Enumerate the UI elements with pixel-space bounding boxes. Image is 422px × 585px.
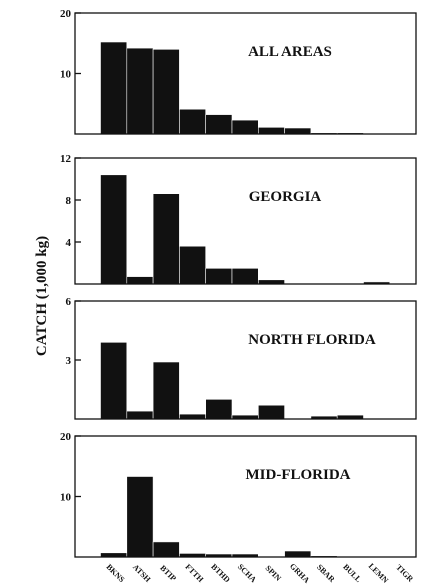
category-label-atsh: ATSH: [131, 563, 153, 585]
bar-bthd: [205, 114, 233, 135]
y-tick-label: 6: [66, 296, 72, 308]
panel-title: NORTH FLORIDA: [248, 332, 376, 348]
bar-grha: [284, 127, 312, 135]
category-label-tigr: TIGR: [394, 563, 415, 584]
bar-scha: [231, 119, 259, 135]
y-axis-title: CATCH (1,000 kg): [34, 236, 50, 356]
bar-btip: [152, 541, 180, 558]
bar-bthd: [205, 398, 233, 420]
bar-atsh: [126, 47, 154, 135]
category-label-ftth: FTTH: [183, 562, 205, 584]
bar-spin: [257, 404, 285, 420]
bar-atsh: [126, 276, 154, 285]
bar-scha: [231, 267, 259, 285]
category-labels: BKNS ATSH BTIP FTTH BTHD SCHA SPIN GRHA SBAR BULL…: [105, 562, 416, 585]
bar-btip: [152, 48, 180, 135]
bar-btip: [152, 361, 180, 420]
chart-panel: 10 20 ALL AREAS: [60, 8, 417, 135]
y-tick-label: 20: [60, 431, 72, 443]
y-tick-label: 8: [66, 195, 72, 207]
category-label-btip: BTIP: [158, 563, 178, 583]
y-tick-label: 10: [60, 69, 72, 81]
bar-spin: [257, 127, 285, 135]
bar-atsh: [126, 410, 154, 420]
plot-frame: [74, 157, 417, 285]
bar-grha: [284, 550, 312, 558]
category-label-grha: GRHA: [288, 562, 311, 585]
chart-panel: 10 20 MID-FLORIDA: [60, 431, 417, 558]
y-tick-label: 4: [66, 237, 72, 249]
category-label-spin: SPIN: [264, 564, 283, 583]
bar-bthd: [205, 267, 233, 285]
panel-title: MID-FLORIDA: [246, 467, 351, 483]
category-label-sbar: SBAR: [315, 563, 337, 585]
bar-ftth: [179, 108, 206, 135]
bar-bkns: [100, 174, 128, 285]
category-label-bkns: BKNS: [105, 562, 127, 584]
category-label-bthd: BTHD: [209, 562, 232, 585]
chart-panels: 10 20 ALL AREAS 4 8 12 GEORGIA 3 6 NORTH FLORIDA 1…: [60, 8, 417, 558]
category-label-lemn: LEMN: [367, 562, 390, 585]
bar-atsh: [126, 476, 154, 558]
bar-ftth: [179, 245, 206, 285]
chart-panel: 4 8 12 GEORGIA: [60, 153, 417, 285]
plot-frame: [74, 435, 417, 558]
y-tick-label: 10: [60, 492, 72, 504]
bar-ftth: [179, 413, 206, 420]
panel-title: GEORGIA: [249, 189, 322, 205]
y-tick-label: 20: [60, 8, 72, 20]
y-tick-label: 12: [60, 153, 72, 165]
panel-title: ALL AREAS: [248, 44, 332, 60]
chart-panel: 3 6 NORTH FLORIDA: [66, 296, 417, 420]
category-label-bull: BULL: [341, 562, 363, 584]
bar-bkns: [100, 341, 128, 420]
category-label-scha: SCHA: [236, 562, 258, 584]
bar-btip: [152, 193, 180, 285]
bar-bkns: [100, 41, 128, 135]
y-tick-label: 3: [66, 355, 72, 367]
